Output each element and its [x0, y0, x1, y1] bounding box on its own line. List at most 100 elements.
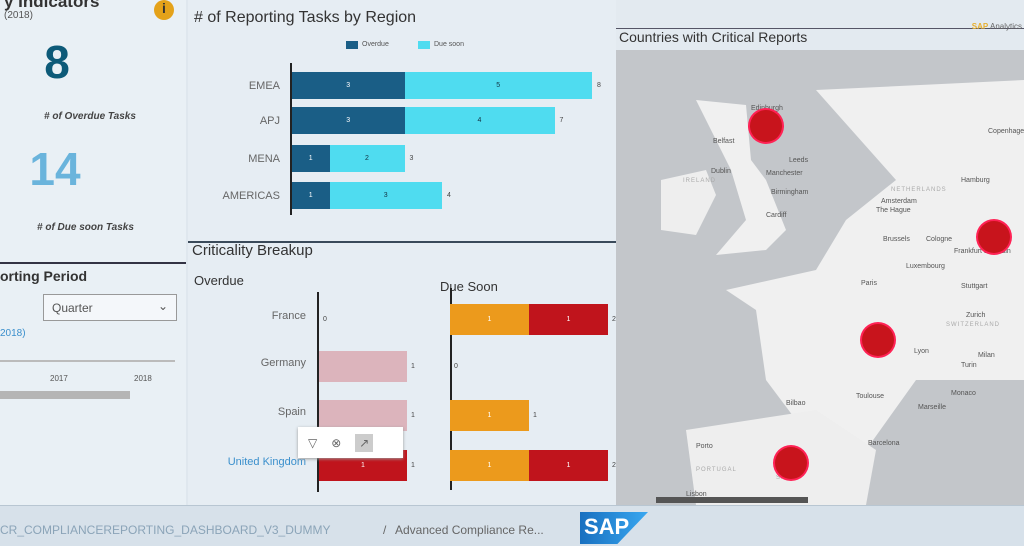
city-label: Cologne	[926, 236, 953, 243]
y-axis	[290, 63, 292, 215]
city-label: Cardiff	[766, 212, 787, 219]
city-label: Frankfurt am Main	[954, 248, 1011, 255]
critical-country-bubble[interactable]	[978, 221, 1010, 253]
category-label: MENA	[248, 153, 280, 165]
period-link[interactable]: 2018)	[0, 328, 26, 339]
panel-title: y Indicators	[4, 0, 100, 11]
city-label: Milan	[978, 352, 995, 359]
bar-segment: 1	[292, 182, 330, 209]
period-select-value: Quarter	[52, 301, 93, 315]
overdue-axis	[317, 292, 319, 492]
bar-segment[interactable]: 1	[450, 450, 529, 481]
city-label: The Hague	[876, 207, 911, 214]
criticality-title: Criticality Breakup	[192, 242, 313, 259]
timeline-tick: 2017	[50, 374, 68, 383]
critical-country-bubble[interactable]	[775, 447, 807, 479]
category-label: AMERICAS	[222, 190, 280, 202]
info-icon[interactable]: i	[154, 0, 174, 20]
filter-icon[interactable]: ▽	[308, 435, 318, 450]
city-label: Hamburg	[961, 177, 990, 184]
bar-segment[interactable]	[319, 400, 407, 431]
country-label[interactable]: United Kingdom	[227, 456, 306, 468]
divider	[0, 262, 186, 264]
city-label: Turin	[961, 362, 977, 369]
city-label: Stuttgart	[961, 283, 988, 290]
legend-label: Overdue	[362, 41, 389, 48]
story-path[interactable]: CR_COMPLIANCEREPORTING_DASHBOARD_V3_DUMM…	[0, 523, 331, 537]
key-indicators-panel: y Indicators (2018) 8 # of Overdue Tasks…	[0, 0, 186, 505]
category-label: APJ	[259, 115, 280, 127]
bar-segment[interactable]: 1	[529, 304, 608, 335]
total-label: 0	[323, 316, 327, 323]
chevron-down-icon: ⌄	[157, 299, 168, 313]
map-title: Countries with Critical Reports	[619, 29, 808, 45]
map-panel: SAP Analytics Countries with Critical Re…	[616, 0, 1024, 505]
total-label: 8	[597, 82, 601, 89]
city-label: Amsterdam	[881, 198, 917, 205]
drill-icon[interactable]: ↗	[355, 433, 374, 452]
city-label: Birmingham	[771, 189, 809, 196]
total-label: 2	[612, 462, 616, 469]
bar-segment: 3	[292, 72, 405, 99]
legend-swatch	[346, 41, 358, 49]
city-label: Porto	[696, 443, 713, 450]
timeline-slider-track[interactable]	[0, 360, 175, 362]
city-label: Lisbon	[686, 491, 707, 498]
critical-country-bubble[interactable]	[862, 324, 894, 356]
total-label: 7	[559, 117, 564, 124]
total-label: 2	[612, 316, 616, 323]
bar-segment: 3	[292, 107, 405, 134]
country-label[interactable]: Spain	[277, 406, 306, 418]
city-label: Barcelona	[868, 440, 900, 447]
bar-segment: 3	[329, 182, 442, 209]
due-soon-axis	[450, 288, 452, 490]
city-label: Brussels	[883, 236, 910, 243]
city-label: Bilbao	[786, 400, 806, 407]
breadcrumb-separator: /	[383, 523, 387, 537]
great-britain	[696, 100, 786, 255]
bar-segment[interactable]: 1	[529, 450, 608, 481]
denmark	[951, 90, 996, 150]
year-label: (2018)	[4, 10, 33, 21]
total-label: 1	[411, 412, 415, 419]
bar-segment: 5	[404, 72, 592, 99]
bar-segment[interactable]: 1	[450, 400, 529, 431]
city-label: Belfast	[713, 138, 735, 145]
legend-swatch	[418, 41, 430, 49]
city-label: Leeds	[789, 157, 809, 164]
total-label: 1	[411, 363, 415, 370]
overdue-kpi-label: # of Overdue Tasks	[44, 111, 136, 122]
footer-bar: CR_COMPLIANCEREPORTING_DASHBOARD_V3_DUMM…	[0, 505, 1024, 546]
country-label[interactable]: Germany	[260, 357, 306, 369]
overdue-chart-title: Overdue	[194, 273, 244, 288]
bar-segment[interactable]	[319, 351, 407, 382]
city-label: Marseille	[918, 404, 947, 411]
period-select[interactable]: Quarter ⌄	[43, 294, 177, 321]
city-label: Dublin	[711, 168, 731, 175]
due-soon-kpi-label: # of Due soon Tasks	[37, 222, 134, 233]
total-label: 3	[409, 155, 414, 162]
period-title: orting Period	[0, 268, 88, 284]
city-label: PORTUGAL	[696, 467, 737, 473]
city-label: IRELAND	[683, 178, 717, 184]
map[interactable]	[616, 50, 1024, 505]
sap-analytics-brand: SAP Analytics	[971, 22, 1022, 31]
bar-segment: 1	[292, 145, 330, 172]
bar-segment: 2	[329, 145, 405, 172]
critical-country-bubble[interactable]	[750, 110, 782, 142]
exclude-icon[interactable]: ⊗	[331, 435, 342, 450]
bar-segment[interactable]: 1	[450, 304, 529, 335]
category-label: EMEA	[248, 80, 280, 92]
legend-label: Due soon	[434, 41, 464, 48]
criticality-charts: France Germany Spain United Kingdom 0 1 1 1 1 1 1 2…	[188, 288, 616, 500]
story-title[interactable]: Advanced Compliance Re...	[395, 523, 544, 537]
timeline-range-handle[interactable]	[0, 391, 130, 399]
country-label[interactable]: France	[271, 310, 306, 322]
region-chart-title: # of Reporting Tasks by Region	[194, 9, 417, 26]
map-scrollbar[interactable]	[656, 497, 808, 503]
divider	[188, 241, 616, 243]
city-label: Copenhagen	[988, 128, 1024, 135]
continent	[726, 80, 1024, 450]
city-label: Toulouse	[856, 393, 885, 400]
city-label: NETHERLANDS	[891, 187, 947, 193]
